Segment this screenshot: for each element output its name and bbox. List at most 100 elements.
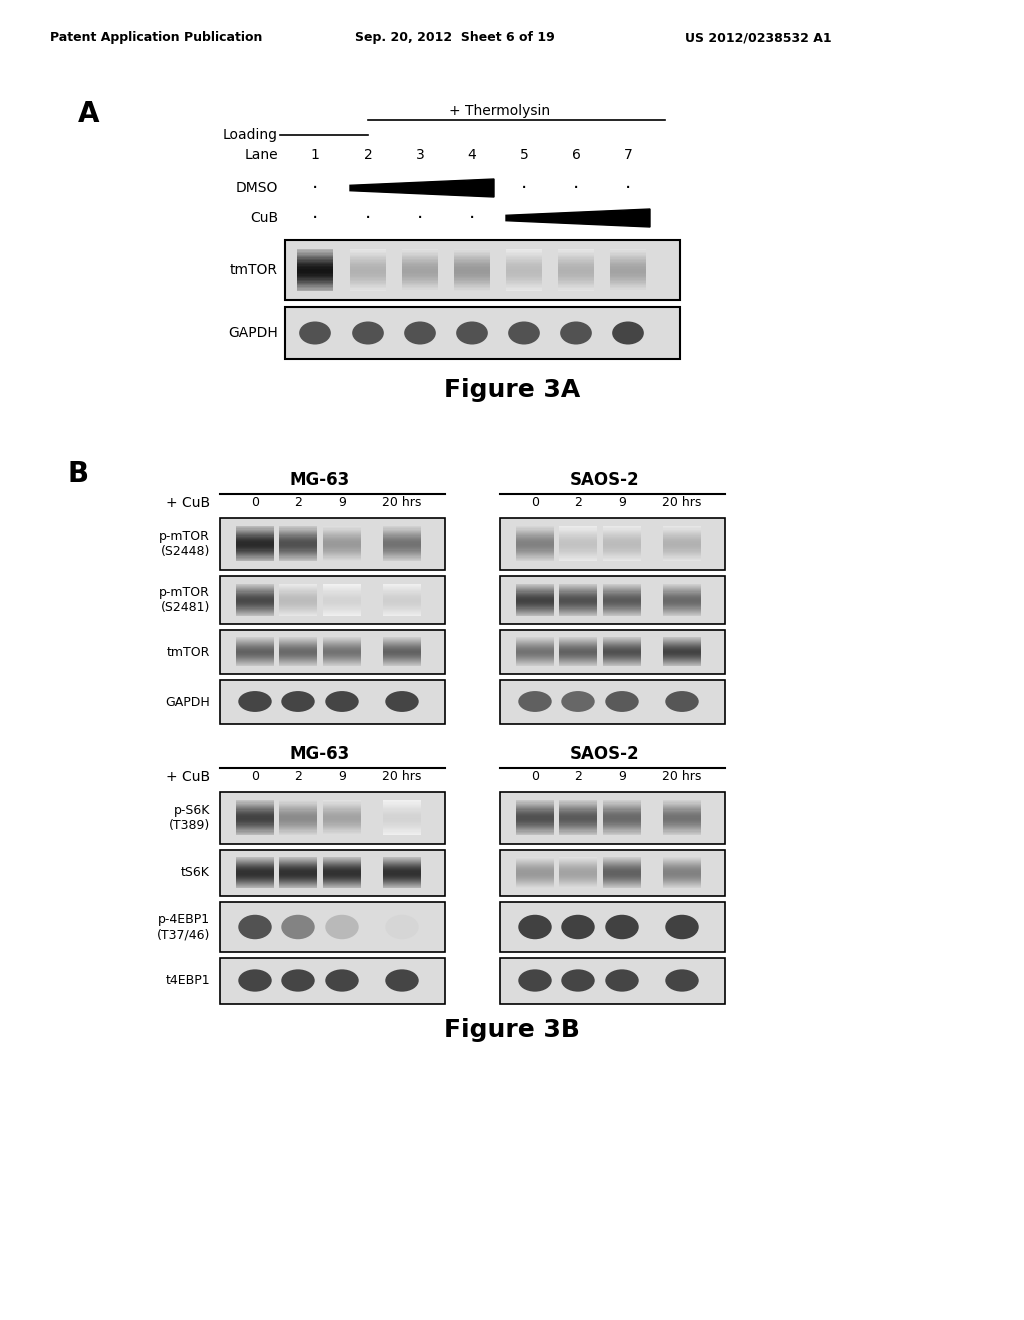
Ellipse shape bbox=[385, 692, 419, 711]
Text: p-mTOR
(S2448): p-mTOR (S2448) bbox=[159, 531, 210, 558]
Bar bbox=[454, 249, 490, 251]
Text: 0: 0 bbox=[531, 496, 539, 510]
Bar bbox=[506, 286, 542, 288]
Text: tmTOR: tmTOR bbox=[230, 263, 278, 277]
Text: 2: 2 bbox=[294, 771, 302, 784]
Text: US 2012/0238532 A1: US 2012/0238532 A1 bbox=[685, 32, 831, 45]
Bar bbox=[558, 275, 594, 276]
Bar bbox=[610, 263, 646, 264]
Bar bbox=[506, 275, 542, 276]
Bar bbox=[402, 267, 438, 268]
Bar bbox=[506, 264, 542, 265]
Bar bbox=[350, 259, 386, 260]
Bar bbox=[350, 282, 386, 284]
Bar bbox=[350, 284, 386, 285]
Bar bbox=[402, 284, 438, 285]
Bar bbox=[454, 285, 490, 286]
Bar bbox=[297, 288, 333, 289]
Bar bbox=[220, 902, 445, 952]
Bar bbox=[350, 265, 386, 267]
Bar bbox=[558, 268, 594, 271]
Text: p-S6K
(T389): p-S6K (T389) bbox=[169, 804, 210, 832]
Bar bbox=[285, 240, 680, 300]
Bar bbox=[350, 280, 386, 281]
Bar bbox=[350, 285, 386, 286]
Ellipse shape bbox=[666, 915, 698, 940]
Bar bbox=[558, 259, 594, 260]
Bar bbox=[297, 275, 333, 276]
Bar bbox=[220, 630, 445, 675]
Text: Patent Application Publication: Patent Application Publication bbox=[50, 32, 262, 45]
Bar bbox=[350, 276, 386, 277]
Bar bbox=[506, 272, 542, 273]
Bar bbox=[454, 256, 490, 257]
Bar bbox=[558, 253, 594, 255]
Text: 9: 9 bbox=[618, 771, 626, 784]
Bar bbox=[297, 261, 333, 263]
Bar bbox=[610, 275, 646, 276]
Bar bbox=[350, 253, 386, 255]
Bar bbox=[610, 261, 646, 263]
Bar bbox=[454, 265, 490, 267]
Text: 9: 9 bbox=[338, 771, 346, 784]
Bar bbox=[610, 268, 646, 271]
Bar bbox=[297, 280, 333, 281]
Bar bbox=[220, 576, 445, 624]
Text: + CuB: + CuB bbox=[166, 496, 210, 510]
Bar bbox=[610, 257, 646, 259]
Bar bbox=[350, 288, 386, 289]
Ellipse shape bbox=[666, 692, 698, 711]
Text: ·: · bbox=[572, 178, 580, 198]
Text: 20 hrs: 20 hrs bbox=[663, 771, 701, 784]
Bar bbox=[402, 260, 438, 261]
Bar bbox=[454, 288, 490, 289]
Ellipse shape bbox=[605, 969, 639, 991]
Text: Figure 3A: Figure 3A bbox=[443, 378, 581, 403]
Bar bbox=[610, 267, 646, 268]
Bar bbox=[610, 249, 646, 251]
Ellipse shape bbox=[404, 322, 436, 345]
Bar bbox=[297, 253, 333, 255]
Bar bbox=[506, 253, 542, 255]
Bar bbox=[558, 257, 594, 259]
Bar bbox=[558, 251, 594, 252]
Text: 2: 2 bbox=[574, 496, 582, 510]
Bar bbox=[454, 280, 490, 281]
Text: p-4EBP1
(T37/46): p-4EBP1 (T37/46) bbox=[157, 913, 210, 941]
Text: 2: 2 bbox=[294, 496, 302, 510]
Bar bbox=[350, 256, 386, 257]
Text: SAOS-2: SAOS-2 bbox=[570, 471, 640, 488]
Text: ·: · bbox=[312, 209, 318, 227]
Bar bbox=[506, 285, 542, 286]
Text: Loading: Loading bbox=[223, 128, 278, 143]
Bar bbox=[350, 264, 386, 265]
Text: 7: 7 bbox=[624, 148, 633, 162]
Bar bbox=[500, 850, 725, 896]
Bar bbox=[350, 277, 386, 279]
Bar bbox=[402, 256, 438, 257]
Text: B: B bbox=[68, 459, 89, 488]
Text: t4EBP1: t4EBP1 bbox=[165, 974, 210, 987]
Bar bbox=[558, 249, 594, 251]
Bar bbox=[610, 255, 646, 256]
Ellipse shape bbox=[561, 692, 595, 711]
Text: Sep. 20, 2012  Sheet 6 of 19: Sep. 20, 2012 Sheet 6 of 19 bbox=[355, 32, 555, 45]
Text: 4: 4 bbox=[468, 148, 476, 162]
Bar bbox=[558, 285, 594, 286]
Bar bbox=[558, 284, 594, 285]
Bar bbox=[297, 255, 333, 256]
Bar bbox=[350, 257, 386, 259]
Ellipse shape bbox=[518, 969, 552, 991]
Bar bbox=[610, 288, 646, 289]
Bar bbox=[402, 249, 438, 251]
Bar bbox=[500, 630, 725, 675]
Bar bbox=[454, 264, 490, 265]
Ellipse shape bbox=[299, 322, 331, 345]
Bar bbox=[297, 259, 333, 260]
Bar bbox=[506, 260, 542, 261]
Bar bbox=[500, 958, 725, 1005]
Bar bbox=[506, 257, 542, 259]
Bar bbox=[558, 279, 594, 280]
Text: ·: · bbox=[469, 209, 475, 227]
Ellipse shape bbox=[239, 692, 271, 711]
